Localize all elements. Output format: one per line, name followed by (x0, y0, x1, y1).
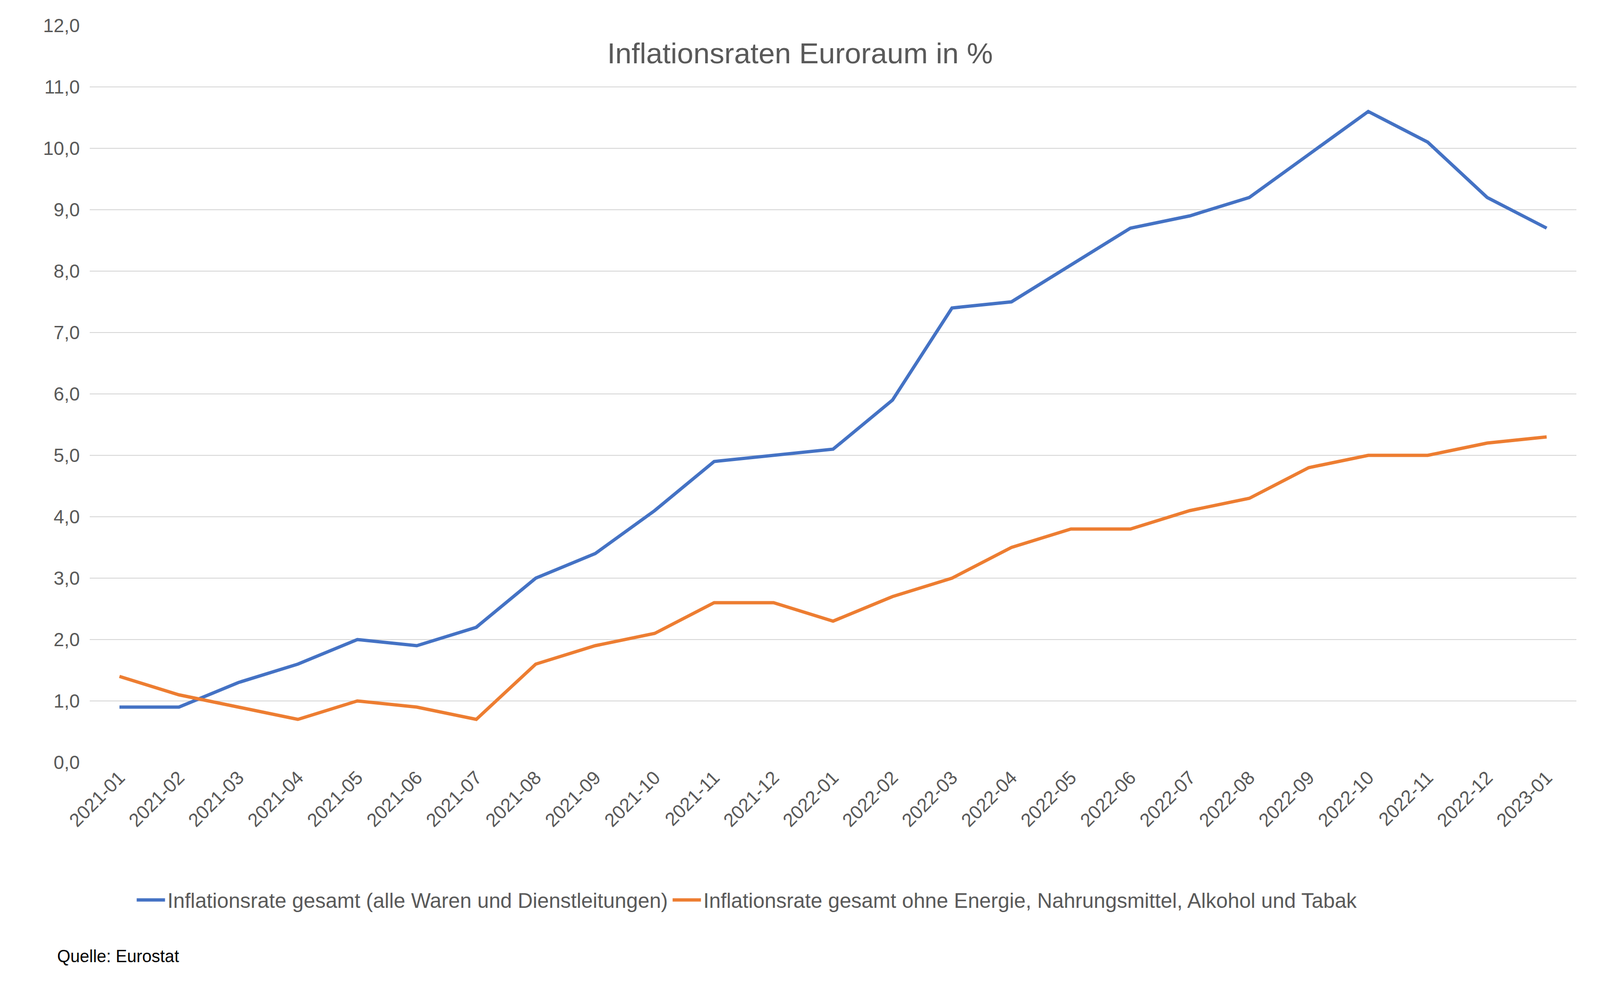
svg-text:2021-10: 2021-10 (600, 766, 664, 831)
svg-text:4,0: 4,0 (53, 506, 80, 528)
svg-text:10,0: 10,0 (42, 137, 80, 159)
svg-text:2022-01: 2022-01 (778, 766, 843, 831)
svg-text:8,0: 8,0 (53, 260, 80, 282)
svg-text:2021-05: 2021-05 (303, 766, 367, 831)
svg-text:2022-07: 2022-07 (1135, 766, 1200, 831)
svg-text:2022-08: 2022-08 (1194, 766, 1259, 831)
svg-text:3,0: 3,0 (53, 567, 80, 589)
svg-text:2,0: 2,0 (53, 629, 80, 650)
svg-text:2022-10: 2022-10 (1313, 766, 1378, 831)
svg-text:Inflationsrate gesamt ohne Ene: Inflationsrate gesamt ohne Energie, Nahr… (703, 888, 1358, 912)
svg-text:11,0: 11,0 (44, 76, 80, 98)
svg-text:6,0: 6,0 (53, 383, 80, 405)
svg-text:Inflationsrate gesamt (alle Wa: Inflationsrate gesamt (alle Waren und Di… (167, 888, 668, 912)
svg-text:2021-02: 2021-02 (124, 766, 189, 831)
svg-text:7,0: 7,0 (53, 322, 80, 343)
svg-text:2022-09: 2022-09 (1254, 766, 1319, 831)
svg-text:Inflationsraten Euroraum in %: Inflationsraten Euroraum in % (607, 36, 994, 70)
svg-text:9,0: 9,0 (53, 199, 80, 221)
svg-text:1,0: 1,0 (53, 690, 80, 712)
svg-text:2022-04: 2022-04 (957, 766, 1022, 831)
svg-text:2021-06: 2021-06 (362, 766, 426, 831)
svg-text:2021-01: 2021-01 (65, 766, 129, 831)
svg-text:0,0: 0,0 (53, 751, 80, 773)
svg-text:2022-12: 2022-12 (1432, 766, 1497, 831)
svg-text:2022-02: 2022-02 (838, 766, 903, 831)
svg-text:2022-03: 2022-03 (897, 766, 962, 831)
svg-text:Quelle: Eurostat: Quelle: Eurostat (57, 946, 179, 966)
svg-text:2021-07: 2021-07 (421, 766, 486, 831)
svg-text:2021-11: 2021-11 (660, 766, 724, 830)
svg-text:5,0: 5,0 (53, 444, 80, 466)
svg-text:2022-11: 2022-11 (1374, 766, 1438, 830)
svg-text:2022-06: 2022-06 (1075, 766, 1140, 831)
svg-text:2021-04: 2021-04 (243, 766, 308, 831)
svg-text:2022-05: 2022-05 (1016, 766, 1081, 831)
svg-text:12,0: 12,0 (42, 15, 80, 36)
svg-text:2021-09: 2021-09 (540, 766, 605, 831)
svg-text:2023-01: 2023-01 (1492, 766, 1557, 831)
svg-text:2021-12: 2021-12 (719, 766, 783, 831)
svg-text:2021-03: 2021-03 (184, 766, 248, 831)
svg-text:2021-08: 2021-08 (481, 766, 545, 831)
